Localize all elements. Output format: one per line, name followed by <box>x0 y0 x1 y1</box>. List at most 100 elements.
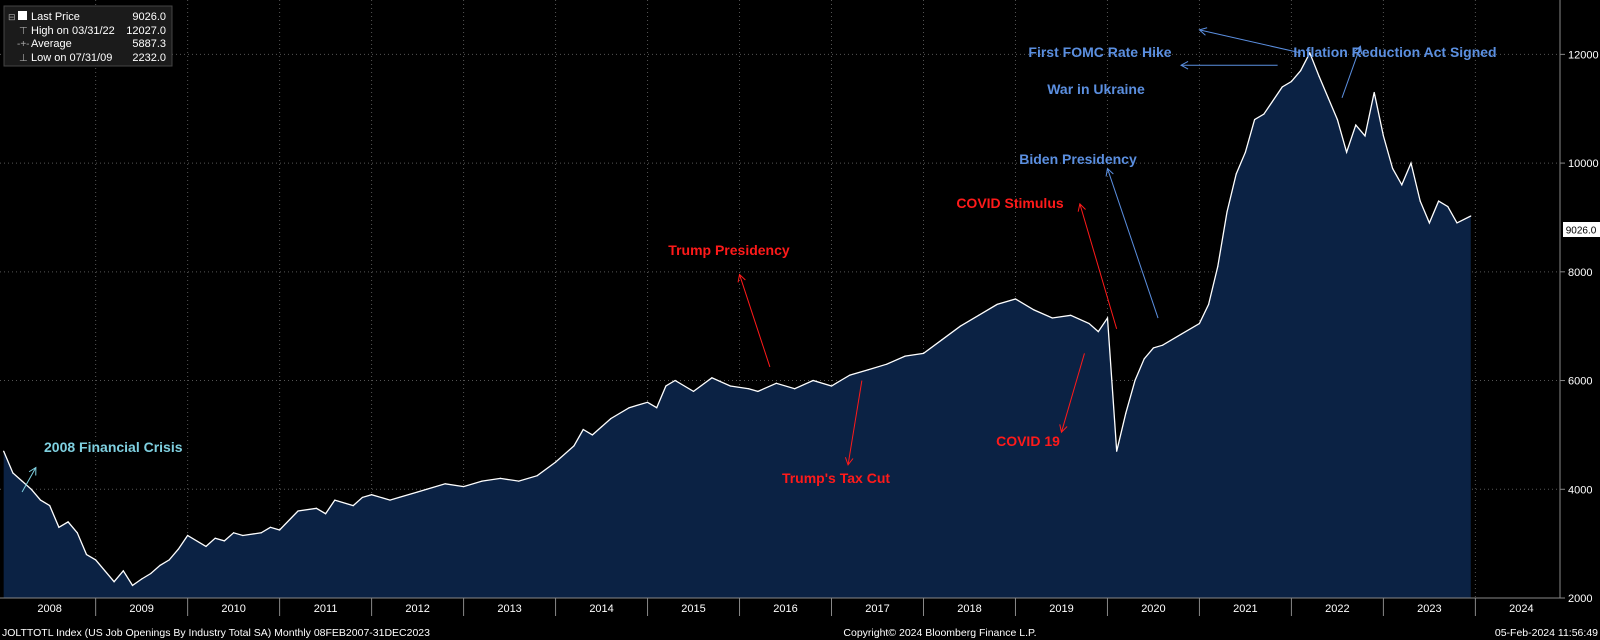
x-tick-label: 2017 <box>865 603 889 615</box>
data-point <box>177 548 180 550</box>
data-point <box>141 578 143 580</box>
y-tick-label: 10000 <box>1568 158 1599 170</box>
series-area <box>3 52 1471 599</box>
data-point <box>334 499 336 501</box>
data-point <box>978 314 980 316</box>
data-point <box>1364 135 1366 137</box>
y-tick-label: 6000 <box>1568 376 1592 388</box>
data-point <box>12 472 14 474</box>
data-point <box>867 369 869 371</box>
x-tick-label: 2019 <box>1049 603 1073 615</box>
data-point <box>168 559 170 561</box>
data-point <box>1235 173 1237 175</box>
data-point <box>1391 167 1394 170</box>
x-tick-label: 2013 <box>497 603 521 615</box>
data-point <box>794 388 796 390</box>
legend: ⊟ Last Price 9026.0 ⊤ High on 03/31/22 1… <box>3 5 173 67</box>
data-point <box>21 480 23 482</box>
data-point <box>233 532 235 534</box>
data-point <box>840 379 842 382</box>
data-point <box>1290 80 1293 83</box>
data-point <box>1014 298 1017 300</box>
data-point <box>1198 322 1201 325</box>
data-point <box>1254 119 1256 121</box>
data-point <box>104 570 106 572</box>
data-point <box>1162 344 1164 346</box>
data-point <box>582 428 584 431</box>
data-point <box>711 377 713 379</box>
y-tick-label: 12000 <box>1568 49 1599 61</box>
data-point <box>223 540 226 542</box>
data-point <box>398 496 400 499</box>
annotation-label: COVID Stimulus <box>956 195 1064 211</box>
x-tick-label: 2023 <box>1417 603 1441 615</box>
legend-row-0-label: Last Price <box>31 11 80 23</box>
annotation-label: COVID 19 <box>996 433 1060 449</box>
x-tick-label: 2018 <box>957 603 981 615</box>
data-point <box>665 385 667 387</box>
data-point <box>812 379 814 382</box>
data-point <box>1116 450 1118 452</box>
legend-collapse-icon[interactable]: ⊟ <box>8 12 16 22</box>
data-point <box>1217 265 1219 267</box>
annotation-label: First FOMC Rate Hike <box>1028 44 1171 60</box>
data-point <box>1180 333 1182 335</box>
data-point <box>1456 222 1458 224</box>
data-point <box>692 390 695 393</box>
data-point <box>67 521 69 523</box>
data-point <box>1382 135 1384 137</box>
data-point <box>260 532 262 534</box>
data-point <box>297 510 299 512</box>
data-point <box>573 445 575 447</box>
last-price-tag-value: 9026.0 <box>1566 226 1597 237</box>
annotation-arrow-line <box>21 467 37 493</box>
legend-row-0-value: 9026.0 <box>132 11 166 23</box>
data-point <box>159 564 161 566</box>
legend-row-2-label: Average <box>31 38 72 50</box>
x-tick-label: 2022 <box>1325 603 1349 615</box>
data-point <box>426 488 428 490</box>
data-point <box>1152 347 1155 349</box>
data-point <box>904 355 906 357</box>
annotation-label: Biden Presidency <box>1019 151 1137 167</box>
data-point <box>269 526 272 528</box>
data-point <box>729 385 731 387</box>
footer-copyright: Copyright© 2024 Bloomberg Finance L.P. <box>843 627 1036 639</box>
data-point <box>1373 91 1375 94</box>
data-point <box>1143 358 1145 360</box>
data-point <box>1088 322 1090 325</box>
data-point <box>1346 151 1348 153</box>
data-point <box>1208 303 1210 306</box>
data-point <box>1300 70 1302 72</box>
legend-row-3-value: 2232.0 <box>132 52 166 64</box>
data-point <box>39 499 42 501</box>
x-tick-label: 2011 <box>314 603 338 615</box>
data-point <box>656 407 658 409</box>
data-point <box>1033 309 1035 311</box>
data-point <box>76 532 78 534</box>
data-point <box>462 485 465 488</box>
data-point <box>600 426 603 428</box>
annotation-arrow-head <box>737 273 746 283</box>
annotation-arrow-line <box>1341 46 1361 99</box>
data-points <box>3 52 1472 586</box>
legend-row-2-value: 5887.3 <box>132 38 166 50</box>
y-axis: 2000 4000 6000 8000 10000 12000 <box>1559 0 1599 605</box>
annotations: 2008 Financial Crisis Trump Presidency Tru… <box>3 27 1497 586</box>
data-point <box>1318 75 1320 77</box>
data-point <box>1437 200 1440 202</box>
annotation-arrow-head <box>1354 45 1363 55</box>
data-point <box>1327 97 1329 99</box>
y-tick-label: 4000 <box>1568 484 1592 496</box>
data-point <box>352 504 354 507</box>
data-point <box>481 480 483 482</box>
data-point <box>1097 331 1099 333</box>
data-point <box>1244 151 1247 153</box>
data-point <box>444 483 446 485</box>
data-point <box>518 480 520 482</box>
annotation-arrow-line <box>847 380 863 465</box>
data-point <box>113 581 115 583</box>
data-point <box>315 507 318 509</box>
x-tick-label: 2012 <box>405 603 429 615</box>
data-point <box>1419 200 1421 202</box>
